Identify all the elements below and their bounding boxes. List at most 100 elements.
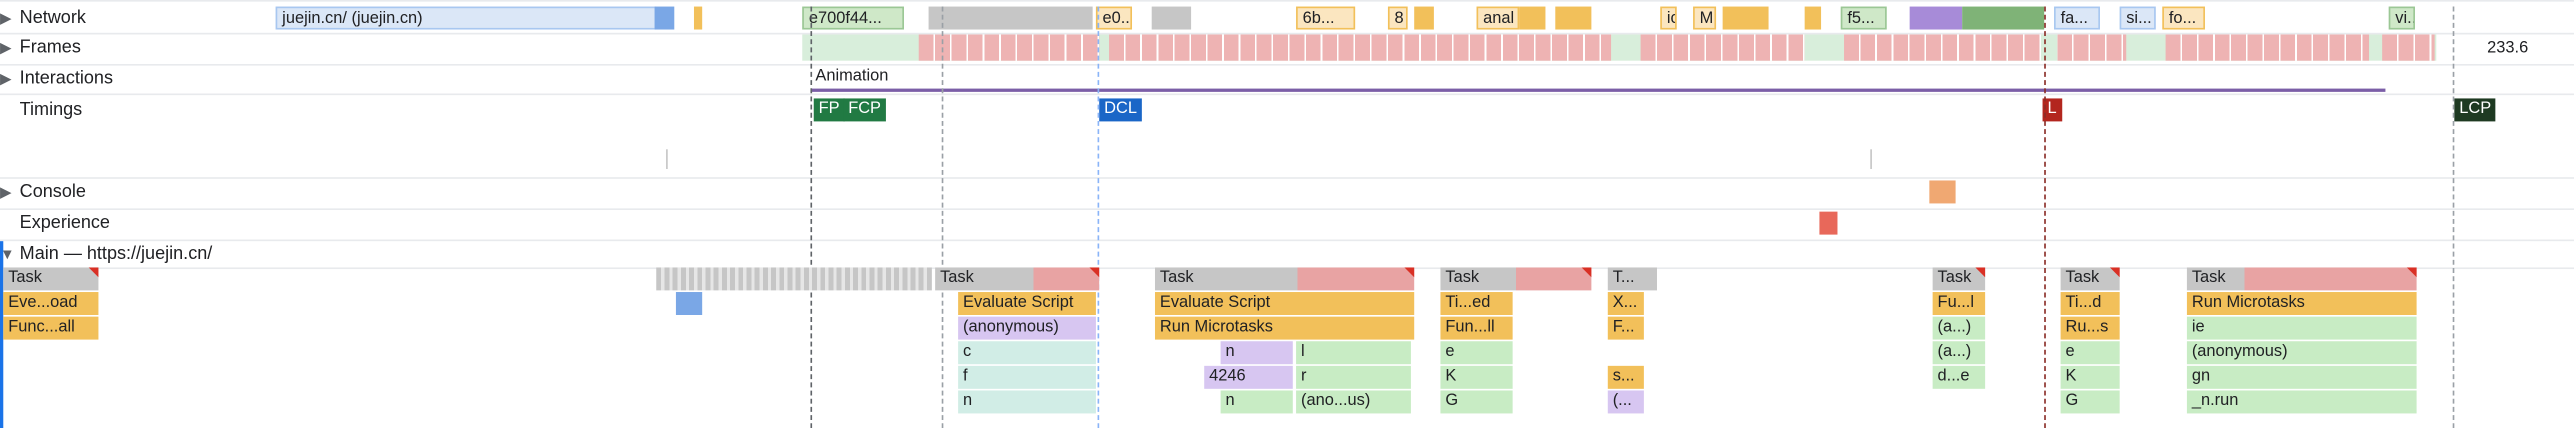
function-call-block[interactable]: Fu...l bbox=[1932, 292, 1986, 315]
flame-block[interactable]: n bbox=[1220, 341, 1293, 365]
expand-triangle-icon[interactable]: ▶ bbox=[0, 183, 12, 201]
track-console[interactable]: ▶ Console bbox=[0, 182, 86, 202]
network-request[interactable] bbox=[1555, 6, 1592, 30]
anonymous-block[interactable]: (anonymous) bbox=[958, 316, 1096, 340]
network-request[interactable]: ic bbox=[1660, 6, 1677, 30]
network-request[interactable]: juejin.cn/ (juejin.cn) bbox=[275, 6, 657, 30]
frame-dropped[interactable] bbox=[918, 34, 1100, 61]
event-load-block[interactable]: Eve...oad bbox=[3, 292, 99, 315]
run-microtasks-block[interactable]: Run Microtasks bbox=[2186, 292, 2417, 315]
frame-dropped[interactable] bbox=[2165, 34, 2370, 61]
task-block[interactable]: Task bbox=[1932, 267, 1986, 291]
task-block[interactable]: Task bbox=[2060, 267, 2120, 291]
network-request[interactable] bbox=[1151, 6, 1192, 30]
flame-block[interactable]: (... bbox=[1607, 390, 1644, 414]
network-request[interactable] bbox=[693, 6, 703, 30]
flame-block[interactable]: e bbox=[1440, 341, 1513, 365]
flame-block[interactable]: (anonymous) bbox=[2186, 341, 2417, 365]
network-request[interactable]: f5... bbox=[1840, 6, 1887, 30]
flame-block[interactable]: G bbox=[1440, 390, 1513, 414]
network-request[interactable] bbox=[1519, 6, 1546, 30]
flame-block[interactable]: K bbox=[1440, 365, 1513, 389]
track-timings[interactable]: Timings bbox=[0, 100, 83, 120]
flame-block[interactable]: _n.run bbox=[2186, 390, 2417, 414]
network-request[interactable] bbox=[1962, 6, 2045, 30]
collapse-triangle-icon[interactable]: ▼ bbox=[0, 246, 15, 263]
network-request[interactable] bbox=[928, 6, 1093, 30]
interaction-label[interactable]: Animation bbox=[815, 67, 889, 86]
track-main[interactable]: ▼ Main — https://juejin.cn/ bbox=[0, 244, 212, 264]
flame-block[interactable]: (ano...us) bbox=[1296, 390, 1411, 414]
run-microtasks-block[interactable]: Run Microtasks bbox=[1154, 316, 1415, 340]
flame-block[interactable]: r bbox=[1296, 365, 1411, 389]
flame-block[interactable]: s... bbox=[1607, 365, 1644, 389]
expand-triangle-icon[interactable]: ▶ bbox=[0, 9, 12, 27]
network-request[interactable] bbox=[1722, 6, 1769, 30]
frame-dropped[interactable] bbox=[1640, 34, 1805, 61]
expand-triangle-icon[interactable]: ▶ bbox=[0, 70, 12, 87]
network-request[interactable] bbox=[1909, 6, 1963, 30]
flame-block[interactable]: (a...) bbox=[1932, 341, 1986, 365]
flame-block[interactable]: c bbox=[958, 341, 1096, 365]
layout-shift[interactable] bbox=[1819, 211, 1838, 235]
flame-block[interactable]: G bbox=[2060, 390, 2120, 414]
flame-block[interactable]: X... bbox=[1607, 292, 1644, 315]
flame-block[interactable]: d...e bbox=[1932, 365, 1986, 389]
task-block[interactable]: Task bbox=[1154, 267, 1415, 291]
flame-block[interactable]: n bbox=[958, 390, 1096, 414]
evaluate-script-block[interactable]: Evaluate Script bbox=[958, 292, 1096, 315]
network-request[interactable]: M bbox=[1693, 6, 1717, 30]
flame-block[interactable]: F... bbox=[1607, 316, 1644, 340]
flame-block[interactable]: n bbox=[1220, 390, 1293, 414]
network-request[interactable]: 8 bbox=[1387, 6, 1408, 30]
flame-block[interactable]: 4246 bbox=[1204, 365, 1293, 389]
task-block[interactable]: Task bbox=[935, 267, 1100, 291]
flame-block[interactable]: Ru...s bbox=[2060, 316, 2120, 340]
network-request[interactable] bbox=[654, 6, 675, 30]
network-request[interactable]: fa... bbox=[2054, 6, 2100, 30]
function-call-block[interactable]: Func...all bbox=[3, 316, 99, 340]
track-frames[interactable]: ▶ Frames bbox=[0, 38, 81, 58]
network-request[interactable]: e0.. bbox=[1095, 6, 1133, 30]
flame-block[interactable]: l bbox=[1296, 341, 1411, 365]
network-request[interactable]: e700f44... bbox=[802, 6, 904, 30]
task-block[interactable]: Task bbox=[1440, 267, 1592, 291]
flame-block[interactable]: f bbox=[958, 365, 1096, 389]
network-request[interactable]: anal bbox=[1476, 6, 1520, 30]
evaluate-script-block[interactable]: Evaluate Script bbox=[1154, 292, 1415, 315]
flame-block[interactable]: (a...) bbox=[1932, 316, 1986, 340]
timing-fp[interactable]: FP bbox=[813, 98, 845, 122]
flame-block[interactable]: gn bbox=[2186, 365, 2417, 389]
network-request[interactable]: fo... bbox=[2162, 6, 2205, 30]
frame-dropped[interactable] bbox=[1109, 34, 1612, 61]
network-request[interactable]: 6b... bbox=[1296, 6, 1356, 30]
frame-dropped[interactable] bbox=[2382, 34, 2435, 61]
console-message[interactable] bbox=[1929, 180, 1956, 204]
timer-fired-block[interactable]: Ti...d bbox=[2060, 292, 2120, 315]
track-experience[interactable]: Experience bbox=[0, 213, 110, 233]
network-request[interactable]: si... bbox=[2119, 6, 2156, 30]
task-block[interactable]: T... bbox=[1607, 267, 1658, 291]
track-interactions[interactable]: ▶ Interactions bbox=[0, 69, 113, 89]
task-block[interactable] bbox=[656, 267, 932, 291]
interaction-bar[interactable] bbox=[810, 88, 2386, 92]
timing-fcp[interactable]: FCP bbox=[843, 98, 886, 122]
function-call-block[interactable]: Fun...ll bbox=[1440, 316, 1513, 340]
network-request[interactable]: vi... bbox=[2388, 6, 2415, 30]
flame-block[interactable]: ie bbox=[2186, 316, 2417, 340]
frame-dropped[interactable] bbox=[1844, 34, 2041, 61]
frame-dropped[interactable] bbox=[2057, 34, 2127, 61]
timing-l[interactable]: L bbox=[2042, 98, 2062, 122]
network-request[interactable] bbox=[1414, 6, 1434, 30]
flame-block[interactable]: e bbox=[2060, 341, 2120, 365]
expand-triangle-icon[interactable]: ▶ bbox=[0, 39, 12, 56]
network-request[interactable] bbox=[1804, 6, 1822, 30]
flame-block[interactable] bbox=[675, 292, 703, 315]
task-block[interactable]: Task bbox=[3, 267, 99, 291]
timing-lcp[interactable]: LCP bbox=[2454, 98, 2497, 122]
track-network[interactable]: ▶ Network bbox=[0, 8, 86, 28]
timer-fired-block[interactable]: Ti...ed bbox=[1440, 292, 1513, 315]
task-block[interactable]: Task bbox=[2186, 267, 2417, 291]
timing-dcl[interactable]: DCL bbox=[1099, 98, 1142, 122]
flame-block[interactable]: K bbox=[2060, 365, 2120, 389]
